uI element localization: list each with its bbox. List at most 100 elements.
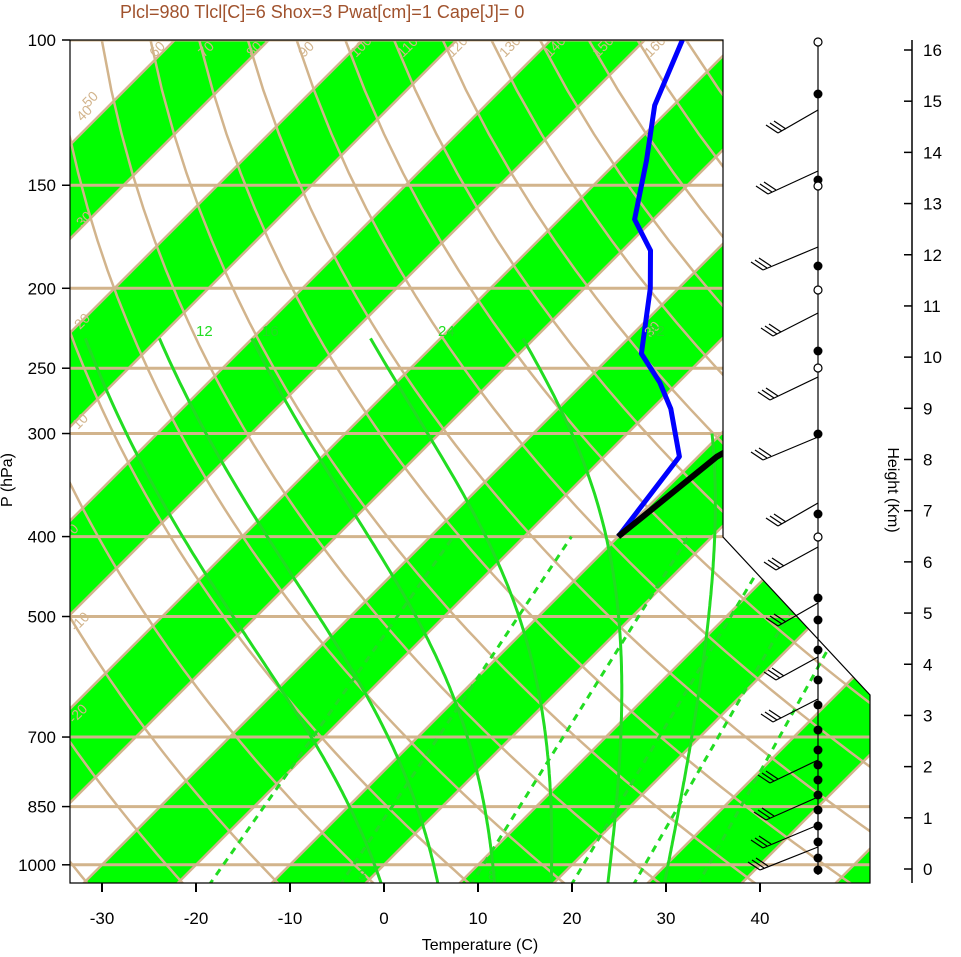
wind-level-dot <box>813 89 823 99</box>
wind-barb-flag <box>765 617 779 627</box>
wind-barb-flag <box>760 713 774 723</box>
wind-barb-staff <box>772 312 819 337</box>
temperature-tick-label: 40 <box>751 909 770 928</box>
pressure-tick-label: 300 <box>28 425 56 444</box>
wind-barb-flag <box>750 839 764 849</box>
isotherm-line <box>70 40 665 883</box>
pressure-axis: 100 150 200 250 300 400 500 700 850 1000 <box>18 31 70 875</box>
wind-barb-flag <box>767 559 781 569</box>
wind-barb-staff <box>762 246 819 271</box>
temperature-band <box>70 40 476 883</box>
wind-barb-flag <box>754 837 768 847</box>
mixing-ratio-line <box>207 535 455 883</box>
wind-level-dot <box>813 821 823 831</box>
dewpoint-profile <box>616 40 685 539</box>
dry-adiabat-label: 160 <box>641 32 669 60</box>
wind-barb-flag <box>764 325 778 335</box>
wind-barb-column <box>747 37 823 875</box>
mixing-ratio-label: 3 <box>358 867 366 884</box>
dry-adiabat <box>70 40 282 883</box>
dry-adiabat-label: 20 <box>849 640 871 662</box>
height-tick-label: 1 <box>923 809 932 828</box>
wind-barb-flag <box>759 183 773 193</box>
height-tick-label: 4 <box>923 655 932 674</box>
isotherm-line <box>70 40 759 883</box>
height-tick-label: 7 <box>923 502 932 521</box>
dry-adiabat <box>197 40 855 883</box>
wind-barb-flag <box>771 557 785 567</box>
wind-level-dot <box>813 700 823 710</box>
wind-barb-flag <box>750 451 764 461</box>
wind-barb-flag <box>755 857 769 867</box>
wind-barb-flag <box>758 835 772 845</box>
pressure-tick-label: 400 <box>28 528 56 547</box>
wind-barb-staff <box>775 656 819 681</box>
dry-adiabat-label: 10 <box>793 585 815 607</box>
wind-barb-flag <box>758 447 772 457</box>
wind-level-dot <box>813 725 823 735</box>
wind-barb-flag <box>768 709 782 719</box>
wind-barb-flag <box>765 124 779 134</box>
mixing-ratio-line <box>569 535 780 883</box>
isotherm-line <box>70 40 289 883</box>
dry-adiabat <box>246 40 870 883</box>
moist-adiabat <box>369 337 554 883</box>
isotherm-line <box>70 40 477 883</box>
wind-barb-flag <box>747 861 761 871</box>
wind-level-dot <box>813 645 823 655</box>
pressure-tick-label: 700 <box>28 728 56 747</box>
temperature-tick-label: 0 <box>379 909 388 928</box>
plot-frame <box>69 39 871 884</box>
wind-level-dot <box>813 429 823 439</box>
dry-adiabat-lines <box>70 40 870 883</box>
wind-barb-flag <box>773 513 787 523</box>
wind-level-dot <box>813 837 823 847</box>
wind-barb-flag <box>763 181 777 191</box>
moist-adiabat <box>83 337 384 883</box>
pressure-tick-label: 150 <box>28 176 56 195</box>
pressure-tick-label: 100 <box>28 31 56 50</box>
wind-level-open-dot <box>813 37 823 47</box>
temperature-axis: -30 -20 -10 0 10 20 30 40 <box>90 883 770 928</box>
moist-adiabat <box>662 433 717 883</box>
wind-barb-flag <box>771 667 785 677</box>
wind-barb-staff <box>769 376 819 401</box>
moist-adiabat <box>521 337 624 883</box>
mixing-ratio-line <box>338 535 573 883</box>
wind-level-dot <box>813 745 823 755</box>
temperature-tick-label: 30 <box>657 909 676 928</box>
height-tick-label: 0 <box>923 860 932 879</box>
height-tick-label: 12 <box>923 246 942 265</box>
wind-barb-flag <box>765 387 779 397</box>
dry-adiabat <box>100 40 664 883</box>
wind-level-dot <box>813 509 823 519</box>
wind-barb-staff <box>769 759 819 784</box>
pressure-tick-label: 250 <box>28 359 56 378</box>
height-tick-label: 11 <box>923 297 941 316</box>
dry-adiabat-label: -30 <box>731 113 757 139</box>
wind-barb-flag <box>761 807 775 817</box>
height-tick-label: 5 <box>923 604 932 623</box>
wind-barb-staff <box>765 796 819 821</box>
mixing-ratio-line <box>468 535 690 883</box>
dry-adiabat-label: 30 <box>731 230 753 252</box>
dry-adiabat <box>295 40 870 883</box>
wind-level-open-dot <box>813 285 823 295</box>
wind-barb-flag <box>765 517 779 527</box>
wind-level-dot <box>813 790 823 800</box>
dry-adiabat <box>70 40 473 883</box>
wind-level-dot <box>813 593 823 603</box>
height-tick-label: 13 <box>923 195 942 214</box>
x-axis-label: Temperature (C) <box>422 937 538 954</box>
height-axis-label: Height (Km) <box>884 447 901 532</box>
mixing-ratio-label: 24 <box>438 323 455 340</box>
temperature-tick-label: 20 <box>563 909 582 928</box>
wind-barb-flag <box>768 323 782 333</box>
temperature-band <box>457 40 870 883</box>
wind-barb-flag <box>773 613 787 623</box>
wind-level-dot <box>813 615 823 625</box>
y-axis-label: P (hPa) <box>0 453 16 507</box>
wind-barb-flag <box>773 120 787 130</box>
